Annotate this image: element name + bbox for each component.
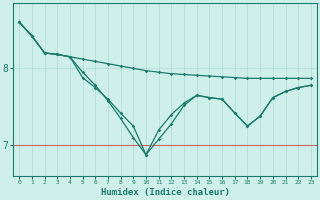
- X-axis label: Humidex (Indice chaleur): Humidex (Indice chaleur): [100, 188, 229, 197]
